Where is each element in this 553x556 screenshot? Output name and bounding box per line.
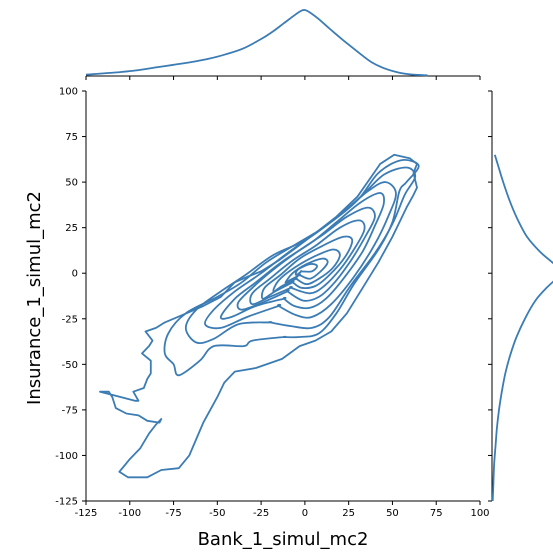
kde-contour-level-2 — [184, 166, 417, 345]
kde-contour-level-5 — [236, 206, 376, 311]
x-tick-label: -25 — [253, 508, 269, 519]
x-tick-label: -50 — [209, 508, 225, 519]
marginal-y-panel — [488, 90, 553, 502]
x-tick-label: 25 — [342, 508, 355, 519]
y-tick-label: 25 — [65, 223, 78, 234]
y-tick-label: 0 — [72, 269, 78, 280]
y-tick-label: 100 — [59, 87, 78, 98]
kde-contour-outer — [99, 153, 418, 479]
x-tick-label: -125 — [75, 508, 98, 519]
marginal-x-panel — [85, 8, 481, 80]
y-tick-label: -125 — [55, 497, 78, 508]
x-tick-label: 75 — [430, 508, 443, 519]
y-tick-label: 75 — [65, 132, 78, 143]
y-tick-label: 50 — [65, 178, 78, 189]
main-axes: -125 -100 -75 -50 -25 0 25 50 75 100 -125 -100 -75 -5… — [55, 87, 489, 520]
x-tick-label: 0 — [302, 508, 308, 519]
kde-contour-level-4 — [219, 192, 385, 320]
x-tick-label: 100 — [470, 508, 489, 519]
kde-contour-level-7 — [260, 235, 354, 300]
marginal-y-density-curve — [491, 154, 553, 502]
x-tick-label: -100 — [118, 508, 141, 519]
kde-contour-level-8 — [272, 248, 341, 293]
y-tick-label: -25 — [62, 314, 78, 325]
y-axis-title: Insurance_1_simul_mc2 — [24, 191, 45, 405]
kde-contour-level-10 — [294, 263, 318, 276]
x-axis-title: Bank_1_simul_mc2 — [198, 529, 369, 550]
kde-contour-panel — [99, 153, 420, 479]
kde-contour-level-3 — [204, 181, 397, 330]
kde-contour-level-9 — [284, 257, 329, 284]
y-tick-label: -75 — [62, 405, 78, 416]
x-tick-label: -75 — [165, 508, 181, 519]
y-tick-label: -50 — [62, 360, 78, 371]
y-tick-label: -100 — [55, 451, 78, 462]
kde-contour-level-6 — [249, 219, 366, 306]
marginal-x-density-curve — [85, 8, 428, 77]
x-tick-label: 50 — [386, 508, 399, 519]
